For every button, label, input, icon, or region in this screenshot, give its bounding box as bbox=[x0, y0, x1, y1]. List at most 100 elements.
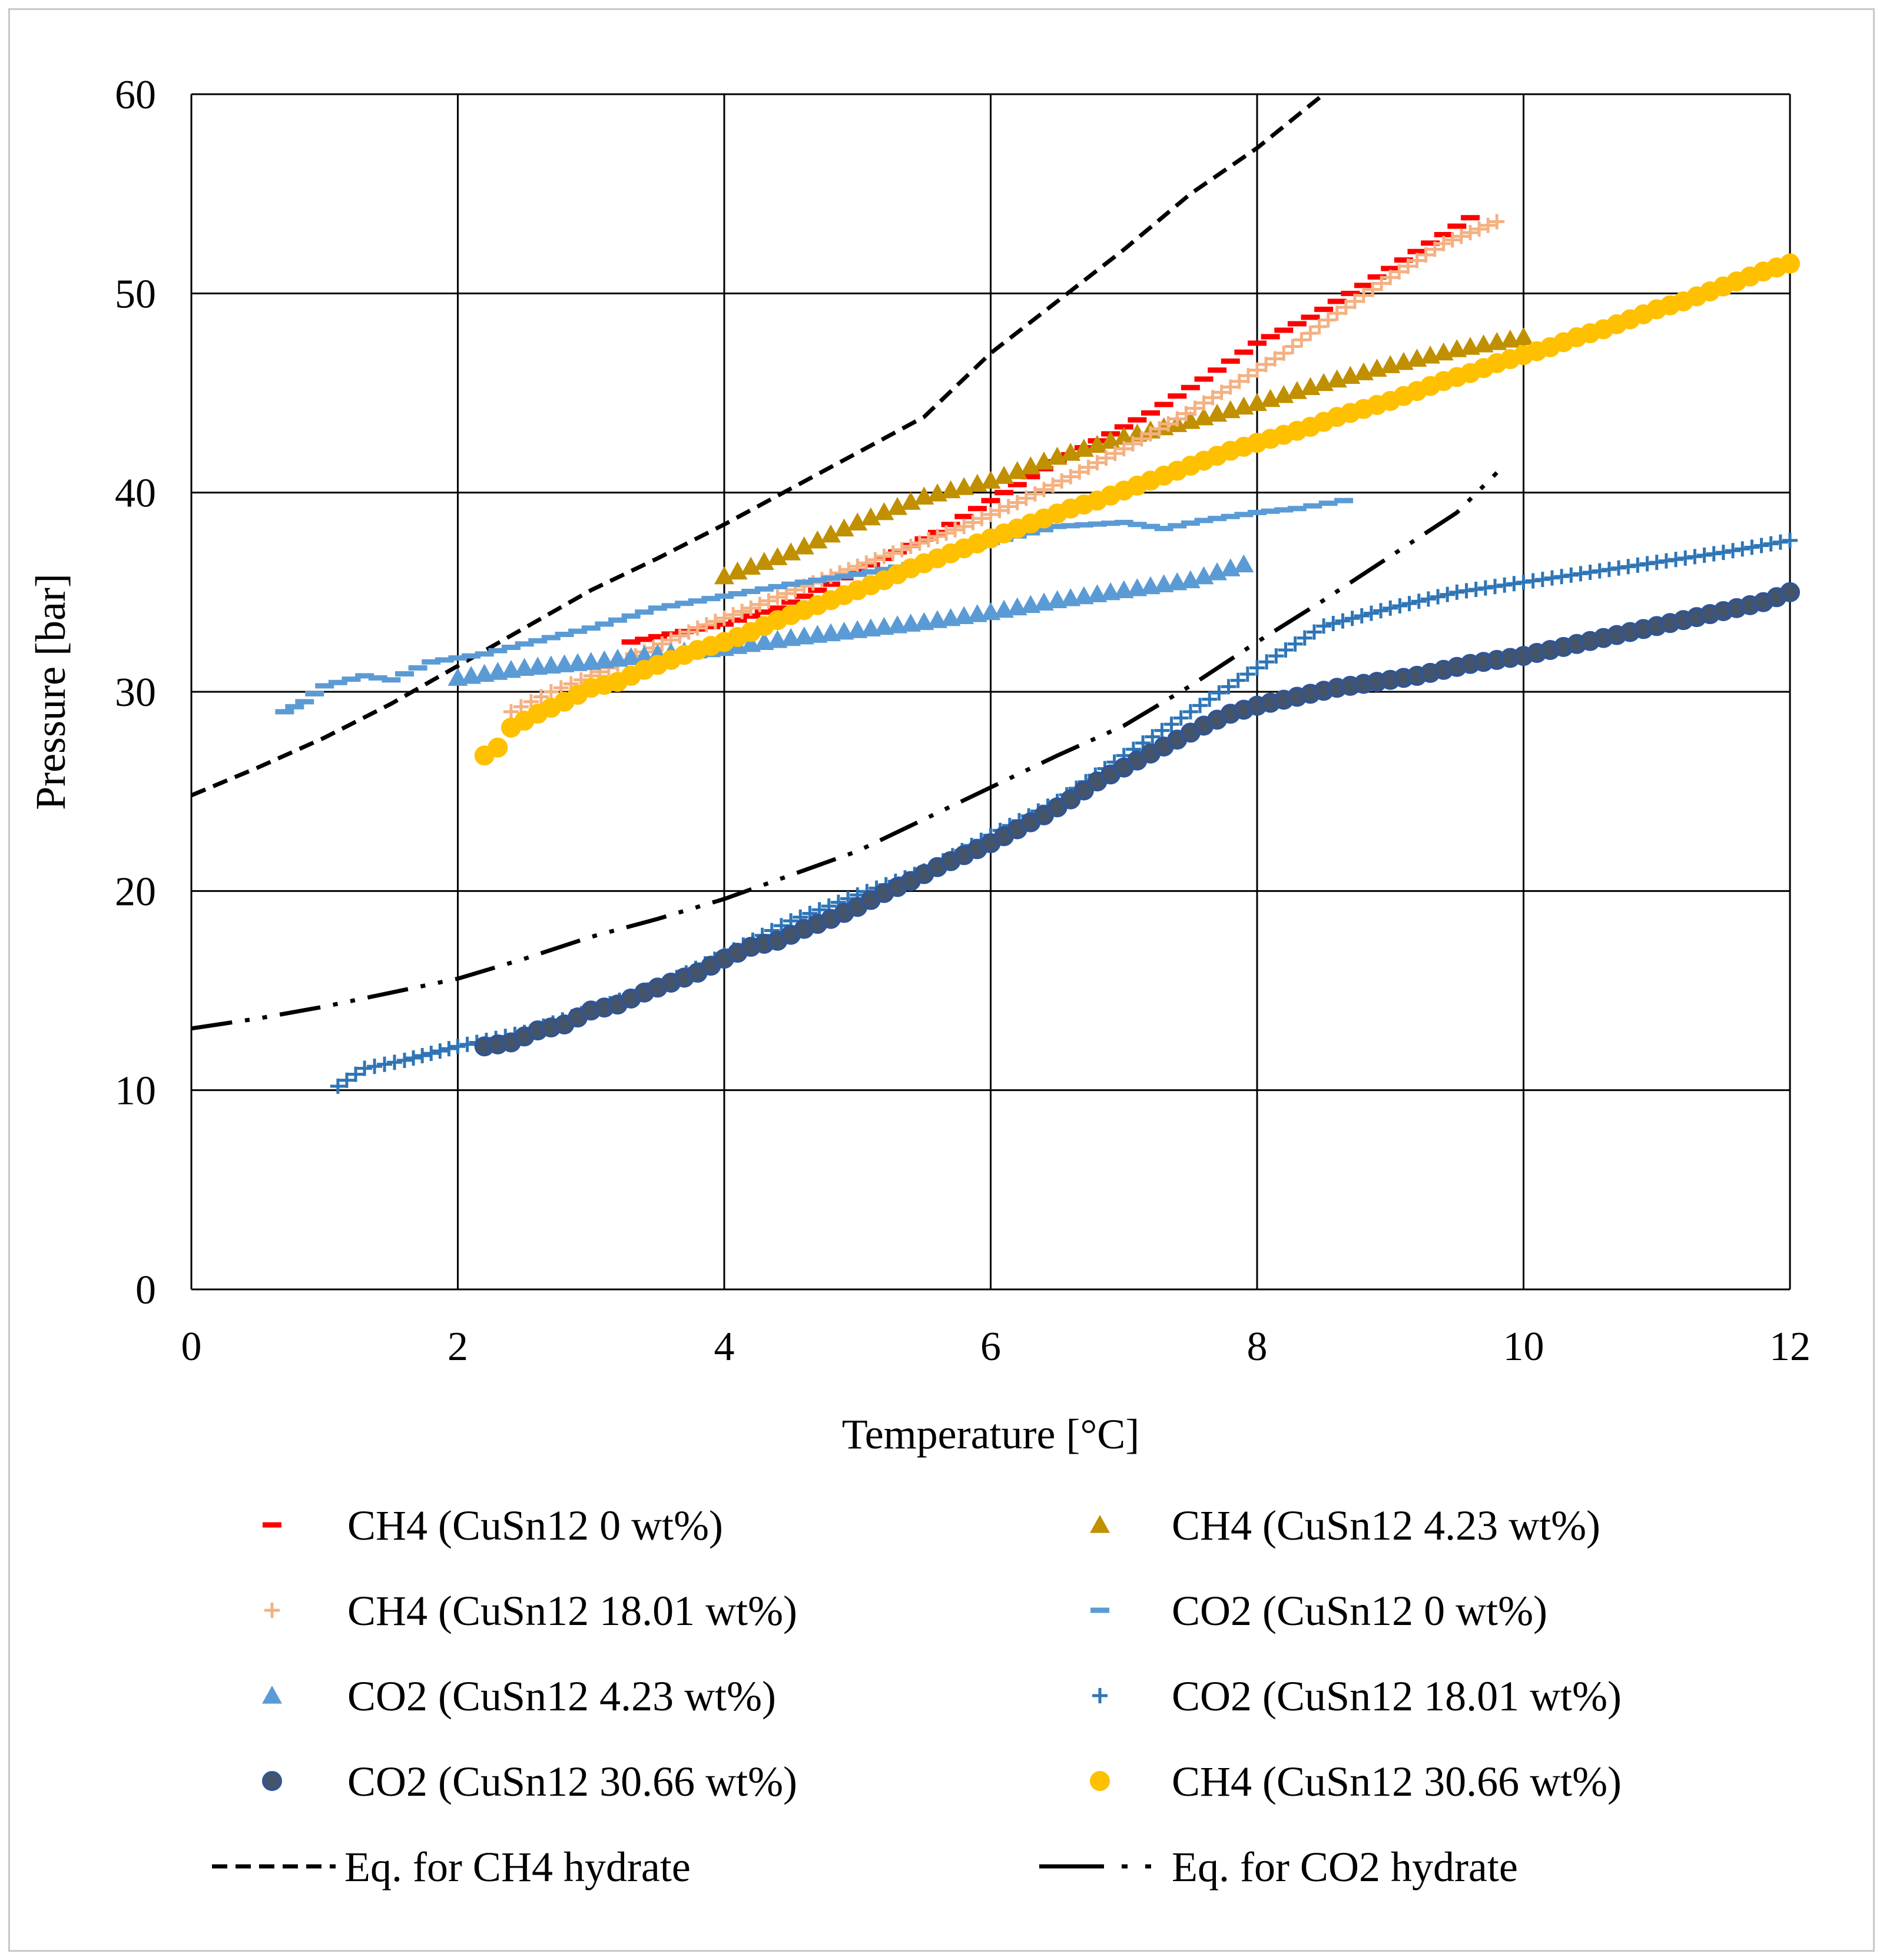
data-point bbox=[1329, 306, 1345, 321]
data-point bbox=[920, 532, 936, 548]
data-point bbox=[1302, 326, 1318, 341]
data-point bbox=[887, 497, 908, 515]
series-2 bbox=[503, 214, 1505, 719]
data-point bbox=[1116, 441, 1132, 457]
data-point bbox=[714, 566, 734, 585]
data-point bbox=[743, 600, 759, 616]
data-point bbox=[1325, 616, 1341, 631]
data-point bbox=[903, 539, 919, 555]
data-point bbox=[1187, 400, 1203, 416]
data-point bbox=[1440, 586, 1456, 602]
y-tick-label: 50 bbox=[115, 271, 156, 317]
data-point bbox=[1125, 436, 1141, 452]
data-point bbox=[554, 654, 575, 672]
data-point bbox=[974, 510, 990, 526]
data-point bbox=[770, 589, 785, 605]
data-point bbox=[1169, 411, 1185, 427]
data-point bbox=[1409, 253, 1425, 268]
data-point bbox=[807, 530, 828, 549]
data-point bbox=[1374, 276, 1390, 291]
data-point bbox=[1133, 431, 1149, 447]
data-point bbox=[850, 558, 866, 574]
data-point bbox=[1335, 613, 1351, 629]
data-point bbox=[1089, 455, 1105, 470]
data-point bbox=[947, 522, 963, 538]
data-point bbox=[1163, 717, 1179, 732]
data-point bbox=[734, 603, 750, 619]
data-point bbox=[1780, 582, 1800, 602]
data-point bbox=[503, 704, 519, 719]
data-point bbox=[1763, 536, 1779, 552]
data-point bbox=[1230, 672, 1246, 688]
data-point bbox=[1513, 327, 1534, 346]
data-point bbox=[1240, 368, 1256, 384]
data-point bbox=[1338, 300, 1354, 316]
data-point bbox=[1383, 270, 1398, 286]
data-point bbox=[1018, 490, 1034, 506]
legend-symbol bbox=[262, 1771, 282, 1791]
data-point bbox=[1354, 608, 1370, 624]
legend-label: CH4 (CuSn12 0 wt%) bbox=[347, 1502, 723, 1549]
data-point bbox=[885, 545, 901, 561]
data-point bbox=[1007, 461, 1027, 479]
legend-item: CH4 (CuSn12 18.01 wt%) bbox=[264, 1587, 797, 1634]
data-point bbox=[876, 548, 892, 564]
data-point bbox=[1202, 691, 1218, 707]
y-tick-label: 20 bbox=[115, 869, 156, 914]
series-7 bbox=[474, 253, 1800, 766]
legend-item: CO2 (CuSn12 4.23 wt%) bbox=[262, 1673, 776, 1720]
data-point bbox=[1392, 598, 1408, 614]
data-point bbox=[1772, 534, 1788, 550]
data-point bbox=[1306, 624, 1322, 640]
legend-symbol bbox=[1090, 1515, 1110, 1533]
data-point bbox=[1045, 477, 1061, 493]
data-point bbox=[956, 519, 972, 535]
legend-label: CH4 (CuSn12 18.01 wt%) bbox=[347, 1587, 797, 1634]
data-point bbox=[1311, 319, 1327, 334]
data-point bbox=[1267, 351, 1283, 367]
data-point bbox=[1054, 473, 1070, 489]
data-point bbox=[406, 1050, 422, 1066]
data-point bbox=[1391, 264, 1407, 280]
data-point bbox=[488, 737, 508, 758]
data-point bbox=[1258, 357, 1274, 373]
data-point bbox=[1000, 499, 1016, 515]
data-point bbox=[514, 658, 535, 676]
data-point bbox=[1430, 589, 1446, 605]
legend-label: CO2 (CuSn12 0 wt%) bbox=[1172, 1587, 1547, 1634]
data-point bbox=[939, 525, 954, 541]
x-tick-label: 4 bbox=[714, 1324, 735, 1369]
legend: CH4 (CuSn12 0 wt%) CH4 (CuSn12 4.23 wt%) C… bbox=[212, 1502, 1622, 1891]
data-point bbox=[1436, 236, 1451, 251]
data-point bbox=[1427, 241, 1443, 257]
data-point bbox=[1036, 482, 1052, 498]
data-point bbox=[1294, 332, 1310, 348]
figure-frame bbox=[8, 8, 1875, 1952]
x-tick-label: 12 bbox=[1769, 1324, 1811, 1369]
data-point bbox=[1249, 660, 1265, 676]
data-point bbox=[874, 502, 894, 520]
data-point bbox=[741, 556, 761, 575]
data-point bbox=[1347, 293, 1362, 309]
data-point bbox=[1725, 543, 1741, 559]
data-point bbox=[983, 506, 999, 522]
series-4 bbox=[447, 554, 1254, 686]
data-point bbox=[1178, 406, 1194, 422]
legend-label: CO2 (CuSn12 18.01 wt%) bbox=[1172, 1673, 1622, 1720]
legend-symbol bbox=[1090, 1771, 1110, 1791]
series-1 bbox=[714, 327, 1534, 585]
data-point bbox=[1196, 395, 1212, 411]
data-point bbox=[965, 515, 981, 530]
data-point bbox=[930, 529, 945, 545]
y-tick-label: 60 bbox=[115, 72, 156, 118]
data-point bbox=[1268, 648, 1284, 664]
data-point bbox=[1453, 228, 1469, 244]
x-axis-label: Temperature [°C] bbox=[842, 1411, 1140, 1458]
data-point bbox=[1192, 698, 1208, 714]
legend-label: CO2 (CuSn12 30.66 wt%) bbox=[347, 1758, 797, 1805]
data-point bbox=[367, 1059, 383, 1074]
data-point bbox=[1356, 287, 1371, 303]
legend-label: CH4 (CuSn12 30.66 wt%) bbox=[1172, 1758, 1622, 1805]
data-point bbox=[459, 1036, 475, 1052]
data-point bbox=[1214, 384, 1229, 400]
